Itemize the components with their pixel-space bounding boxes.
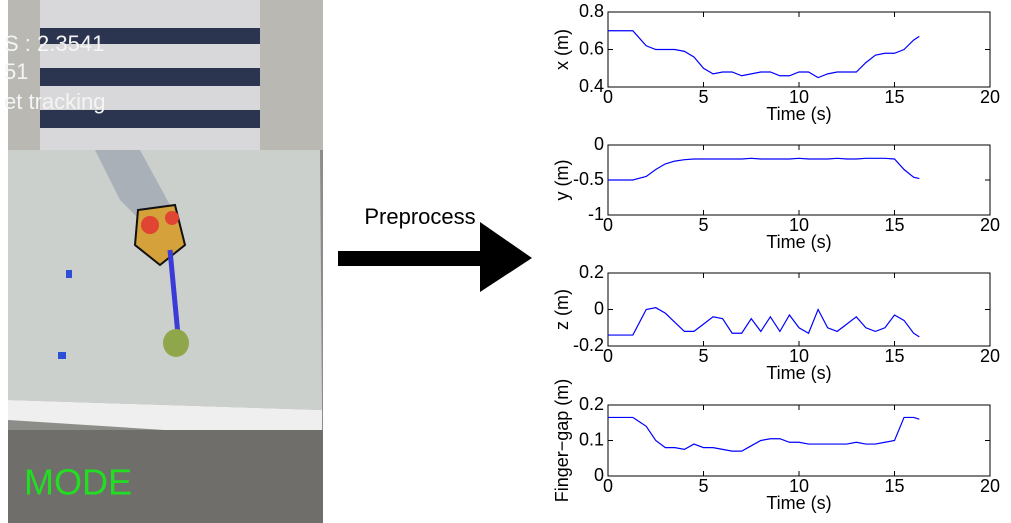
x-tick-label: 15 [884,346,904,366]
x-tick-label: 20 [980,476,1000,496]
mode-label: MODE [24,462,132,503]
y-tick-label: 0.8 [579,1,604,21]
x-tick-label: 0 [603,87,613,107]
x-tick-label: 5 [698,346,708,366]
x-tick-label: 10 [789,215,809,235]
x-tick-label: 0 [603,346,613,366]
axes-box [607,144,991,216]
y-tick-label: 0.2 [579,394,604,414]
x-axis-label: Time (s) [766,493,831,513]
photo [8,0,323,523]
y-tick-label: 0.1 [579,429,604,449]
x-tick-label: 15 [884,215,904,235]
x-tick-label: 10 [789,346,809,366]
data-line [608,416,920,452]
x-tick-label: 20 [980,87,1000,107]
x-axis-label: Time (s) [766,232,831,252]
y-tick-label: -0.2 [573,335,604,355]
y-tick-label: 0.2 [579,262,604,282]
y-tick-label: 0 [594,298,604,318]
arrow-label: Preprocess [364,204,475,229]
x-tick-label: 15 [884,87,904,107]
x-tick-label: 5 [698,87,708,107]
y-axis-label: x (m) [552,29,572,70]
y-axis-label: y (m) [552,160,572,201]
data-line [608,30,920,79]
overlay-text: et tracking [4,89,106,114]
y-tick-label: 0 [594,134,604,154]
x-tick-label: 10 [789,476,809,496]
data-line [608,307,920,338]
x-axis-label: Time (s) [766,363,831,383]
arrow-shaft [338,251,483,266]
overlay-text: 51 [4,59,28,84]
x-tick-label: 5 [698,476,708,496]
axes-box [607,272,991,347]
overlay-text: S : 2.3541 [4,31,104,56]
x-tick-label: 15 [884,476,904,496]
x-axis-label: Time (s) [766,104,831,124]
y-axis-label: Finger−gap (m) [552,379,572,503]
y-tick-label: -0.5 [573,169,604,189]
y-axis-label: z (m) [552,289,572,330]
y-tick-label: 0.6 [579,38,604,58]
y-tick-label: -1 [588,204,604,224]
axes-box [607,404,991,477]
x-tick-label: 0 [603,215,613,235]
x-tick-label: 0 [603,476,613,496]
x-tick-label: 20 [980,215,1000,235]
y-tick-label: 0 [594,465,604,485]
data-line [608,157,920,181]
arrow-head [480,222,532,292]
y-tick-label: 0.4 [579,76,604,96]
x-tick-label: 20 [980,346,1000,366]
x-tick-label: 5 [698,215,708,235]
x-tick-label: 10 [789,87,809,107]
